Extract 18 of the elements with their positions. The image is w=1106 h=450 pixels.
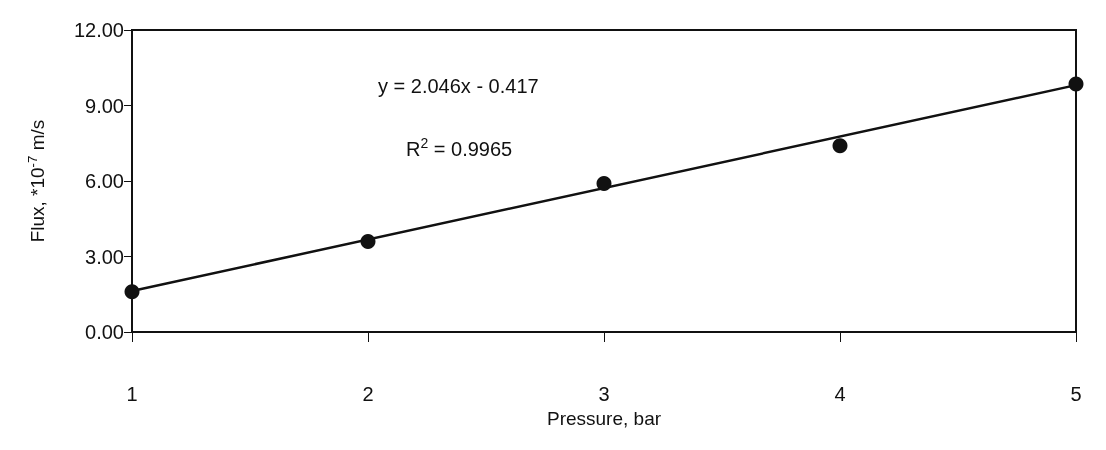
x-axis-title: Pressure, bar xyxy=(546,407,662,429)
annotation: y = 2.046x - 0.417 xyxy=(378,75,539,97)
x-tick-label: 4 xyxy=(834,383,846,405)
y-tick-label: 0.00 xyxy=(85,321,124,343)
y-tick-label: 9.00 xyxy=(85,94,124,117)
point xyxy=(360,233,376,249)
y-tick-label: 6.00 xyxy=(85,170,124,192)
point xyxy=(124,284,140,300)
x-tick-label: 1 xyxy=(126,383,138,405)
point xyxy=(832,138,848,154)
y-tick-label: 12.00 xyxy=(73,19,124,41)
x-tick-label: 5 xyxy=(1070,383,1082,405)
y-tick-label: 3.00 xyxy=(85,245,124,268)
x-tick-label: 3 xyxy=(598,383,610,405)
point xyxy=(596,176,612,192)
x-tick-label: 2 xyxy=(362,383,374,405)
y-axis-title: Flux, *10-7 m/s xyxy=(24,119,49,243)
point xyxy=(1068,76,1084,92)
